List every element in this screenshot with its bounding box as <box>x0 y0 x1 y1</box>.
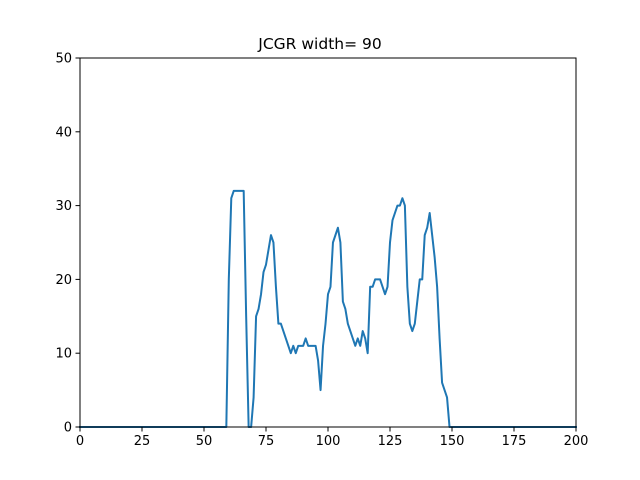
x-tick-label: 150 <box>440 434 465 449</box>
x-tick-label: 125 <box>378 434 403 449</box>
x-tick-label: 175 <box>502 434 527 449</box>
x-tick-label: 200 <box>564 434 589 449</box>
x-tick-label: 50 <box>196 434 213 449</box>
y-tick-label: 40 <box>55 125 72 140</box>
y-tick-label: 50 <box>55 52 72 67</box>
x-tick-label: 100 <box>316 434 341 449</box>
series-line-0 <box>79 189 577 428</box>
axes: 0 25 50 75 100 125 150 175 200 0 10 20 30 40 50 <box>55 52 588 450</box>
y-tick-label: 10 <box>55 347 72 362</box>
y-tick-label: 30 <box>55 199 72 214</box>
x-tick-label: 75 <box>258 434 275 449</box>
y-tick-label: 20 <box>55 273 72 288</box>
plot-area <box>79 189 577 428</box>
chart-title: JCGR width= 90 <box>257 35 381 53</box>
x-tick-label: 0 <box>76 434 84 449</box>
x-tick-label: 25 <box>134 434 151 449</box>
y-tick-label: 0 <box>64 421 72 436</box>
